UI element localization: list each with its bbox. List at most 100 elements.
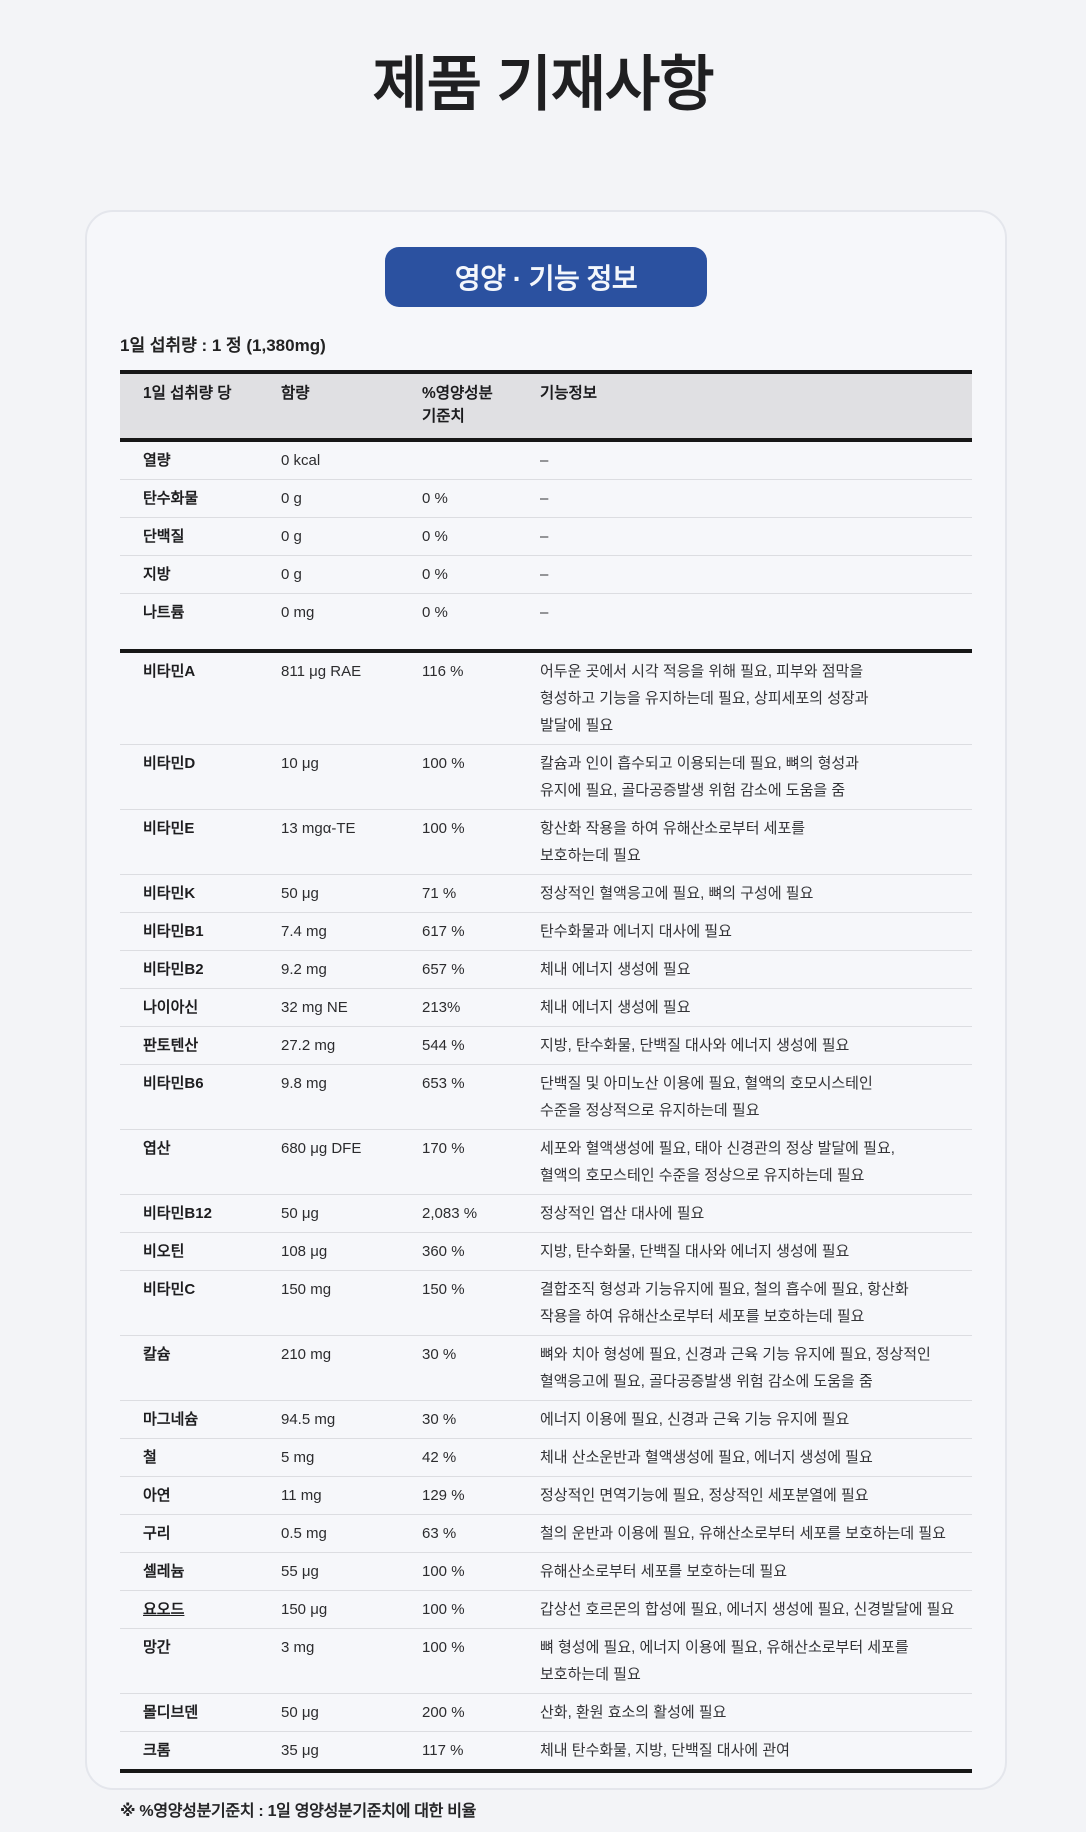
table-row: 비타민B1 7.4 mg 617 % 탄수화물과 에너지 대사에 필요 — [120, 913, 972, 951]
table-row: 구리 0.5 mg 63 % 철의 운반과 이용에 필요, 유해산소로부터 세포… — [120, 1515, 972, 1553]
nutrient-function-info: 뼈 형성에 필요, 에너지 이용에 필요, 유해산소로부터 세포를 보호하는데 … — [540, 1639, 909, 1683]
nutrient-amount: 50 μg — [281, 885, 319, 902]
table-row: 비타민B2 9.2 mg 657 % 체내 에너지 생성에 필요 — [120, 951, 972, 989]
table-row: 비타민A 811 μg RAE 116 % 어두운 곳에서 시각 적응을 위해 … — [120, 653, 972, 745]
nutrient-daily-value-pct: 2,083 % — [422, 1205, 478, 1222]
nutrient-amount: 94.5 mg — [281, 1411, 336, 1428]
nutrient-amount: 10 μg — [281, 755, 319, 772]
table-row: 엽산 680 μg DFE 170 % 세포와 혈액생성에 필요, 태아 신경관… — [120, 1130, 972, 1195]
nutrition-table: 1일 섭취량 당 함량 %영양성분 기준치 기능정보 열량 0 kcal – 탄… — [120, 370, 972, 1773]
nutrient-name: 나이아신 — [143, 999, 199, 1016]
nutrient-daily-value-pct: 150 % — [422, 1281, 465, 1298]
nutrition-card: 영양 · 기능 정보 1일 섭취량 : 1 정 (1,380mg) 1일 섭취량… — [85, 210, 1007, 1820]
nutrient-daily-value-pct: 100 % — [422, 1639, 465, 1656]
nutrient-name: 비타민D — [143, 755, 196, 772]
nutrient-name: 열량 — [143, 452, 171, 469]
nutrient-amount: 27.2 mg — [281, 1037, 336, 1054]
nutrition-info-badge: 영양 · 기능 정보 — [385, 247, 707, 307]
nutrient-daily-value-pct: 100 % — [422, 1563, 465, 1580]
table-row: 지방 0 g 0 % – — [120, 556, 972, 594]
table-row: 칼슘 210 mg 30 % 뼈와 치아 형성에 필요, 신경과 근육 기능 유… — [120, 1336, 972, 1401]
nutrient-function-info: 단백질 및 아미노산 이용에 필요, 혈액의 호모시스테인 수준을 정상적으로 … — [540, 1075, 873, 1119]
nutrient-name: 비타민B2 — [143, 961, 204, 978]
nutrient-amount: 5 mg — [281, 1449, 315, 1466]
nutrient-function-info: 철의 운반과 이용에 필요, 유해산소로부터 세포를 보호하는데 필요 — [540, 1525, 946, 1542]
nutrient-function-info: 항산화 작용을 하여 유해산소로부터 세포를 보호하는데 필요 — [540, 820, 806, 864]
nutrient-name: 요오드 — [143, 1601, 185, 1618]
nutrient-amount: 150 mg — [281, 1281, 332, 1298]
nutrient-function-info: 지방, 탄수화물, 단백질 대사와 에너지 생성에 필요 — [540, 1037, 850, 1054]
nutrient-amount: 108 μg — [281, 1243, 328, 1260]
nutrient-function-info: 정상적인 엽산 대사에 필요 — [540, 1205, 705, 1222]
nutrient-function-info: 갑상선 호르몬의 합성에 필요, 에너지 생성에 필요, 신경발달에 필요 — [540, 1601, 955, 1618]
nutrient-amount: 0 g — [281, 490, 302, 507]
nutrient-daily-value-pct: 657 % — [422, 961, 465, 978]
nutrient-function-info: 뼈와 치아 형성에 필요, 신경과 근육 기능 유지에 필요, 정상적인 혈액응… — [540, 1346, 931, 1390]
nutrient-function-info: 결합조직 형성과 기능유지에 필요, 철의 흡수에 필요, 항산화 작용을 하여… — [540, 1281, 909, 1325]
table-row: 비타민D 10 μg 100 % 칼슘과 인이 흡수되고 이용되는데 필요, 뼈… — [120, 745, 972, 810]
nutrient-daily-value-pct: 129 % — [422, 1487, 465, 1504]
nutrient-name: 비타민C — [143, 1281, 196, 1298]
nutrient-amount: 3 mg — [281, 1639, 315, 1656]
nutrient-amount: 0.5 mg — [281, 1525, 327, 1542]
nutrient-daily-value-pct: 170 % — [422, 1140, 465, 1157]
table-row: 철 5 mg 42 % 체내 산소운반과 혈액생성에 필요, 에너지 생성에 필… — [120, 1439, 972, 1477]
table-row: 비타민C 150 mg 150 % 결합조직 형성과 기능유지에 필요, 철의 … — [120, 1271, 972, 1336]
nutrient-daily-value-pct: 42 % — [422, 1449, 457, 1466]
nutrient-name: 크롬 — [143, 1742, 171, 1759]
nutrient-daily-value-pct: 653 % — [422, 1075, 465, 1092]
header-amount: 함량 — [281, 385, 310, 402]
nutrient-daily-value-pct: 0 % — [422, 528, 448, 545]
nutrient-daily-value-pct: 213% — [422, 999, 461, 1016]
nutrient-function-info: – — [540, 490, 549, 507]
nutrient-name: 몰디브덴 — [143, 1704, 199, 1721]
nutrient-name: 비타민K — [143, 885, 196, 902]
nutrient-name: 탄수화물 — [143, 490, 199, 507]
nutrient-amount: 150 μg — [281, 1601, 328, 1618]
macro-nutrient-section: 열량 0 kcal – 탄수화물 0 g 0 % – 단백질 0 g 0 % –… — [120, 442, 972, 653]
nutrient-name: 구리 — [143, 1525, 171, 1542]
table-row: 탄수화물 0 g 0 % – — [120, 480, 972, 518]
table-row: 나이아신 32 mg NE 213% 체내 에너지 생성에 필요 — [120, 989, 972, 1027]
nutrient-amount: 32 mg NE — [281, 999, 348, 1016]
header-daily-value: %영양성분 기준치 — [422, 382, 540, 428]
table-row: 아연 11 mg 129 % 정상적인 면역기능에 필요, 정상적인 세포분열에… — [120, 1477, 972, 1515]
table-row: 단백질 0 g 0 % – — [120, 518, 972, 556]
nutrient-amount: 13 mgα-TE — [281, 820, 356, 837]
header-per-serving: 1일 섭취량 당 — [143, 385, 232, 402]
nutrient-daily-value-pct: 30 % — [422, 1346, 457, 1363]
nutrient-amount: 210 mg — [281, 1346, 332, 1363]
table-row: 판토텐산 27.2 mg 544 % 지방, 탄수화물, 단백질 대사와 에너지… — [120, 1027, 972, 1065]
nutrient-function-info: 체내 에너지 생성에 필요 — [540, 999, 691, 1016]
table-row: 몰디브덴 50 μg 200 % 산화, 환원 효소의 활성에 필요 — [120, 1694, 972, 1732]
nutrient-name: 철 — [143, 1449, 157, 1466]
nutrient-daily-value-pct: 200 % — [422, 1704, 465, 1721]
nutrient-name: 비타민B12 — [143, 1205, 212, 1222]
nutrient-name: 마그네슘 — [143, 1411, 199, 1428]
nutrient-function-info: 어두운 곳에서 시각 적응을 위해 필요, 피부와 점막을 형성하고 기능을 유… — [540, 663, 869, 734]
nutrient-daily-value-pct: 63 % — [422, 1525, 457, 1542]
table-row: 열량 0 kcal – — [120, 442, 972, 480]
nutrient-amount: 680 μg DFE — [281, 1140, 362, 1157]
nutrient-name: 엽산 — [143, 1140, 171, 1157]
nutrient-name: 비타민E — [143, 820, 195, 837]
table-row: 나트륨 0 mg 0 % – — [120, 594, 972, 631]
nutrient-daily-value-pct: 117 % — [422, 1742, 464, 1759]
nutrient-daily-value-pct: 360 % — [422, 1243, 465, 1260]
nutrient-function-info: 에너지 이용에 필요, 신경과 근육 기능 유지에 필요 — [540, 1411, 850, 1428]
table-row: 비타민K 50 μg 71 % 정상적인 혈액응고에 필요, 뼈의 구성에 필요 — [120, 875, 972, 913]
nutrient-daily-value-pct: 100 % — [422, 755, 465, 772]
vitamin-mineral-section: 비타민A 811 μg RAE 116 % 어두운 곳에서 시각 적응을 위해 … — [120, 653, 972, 1773]
nutrient-daily-value-pct — [422, 447, 540, 474]
nutrient-function-info: 정상적인 면역기능에 필요, 정상적인 세포분열에 필요 — [540, 1487, 869, 1504]
nutrient-name: 망간 — [143, 1639, 171, 1656]
nutrient-function-info: – — [540, 452, 549, 469]
nutrient-amount: 0 g — [281, 566, 302, 583]
header-daily-value-line1: %영양성분 — [422, 385, 493, 402]
nutrient-function-info: 칼슘과 인이 흡수되고 이용되는데 필요, 뼈의 형성과 유지에 필요, 골다공… — [540, 755, 859, 799]
nutrient-daily-value-pct: 30 % — [422, 1411, 457, 1428]
nutrient-daily-value-pct: 100 % — [422, 820, 465, 837]
nutrient-amount: 50 μg — [281, 1704, 319, 1721]
nutrient-name: 지방 — [143, 566, 171, 583]
table-row: 크롬 35 μg 117 % 체내 탄수화물, 지방, 단백질 대사에 관여 — [120, 1732, 972, 1769]
